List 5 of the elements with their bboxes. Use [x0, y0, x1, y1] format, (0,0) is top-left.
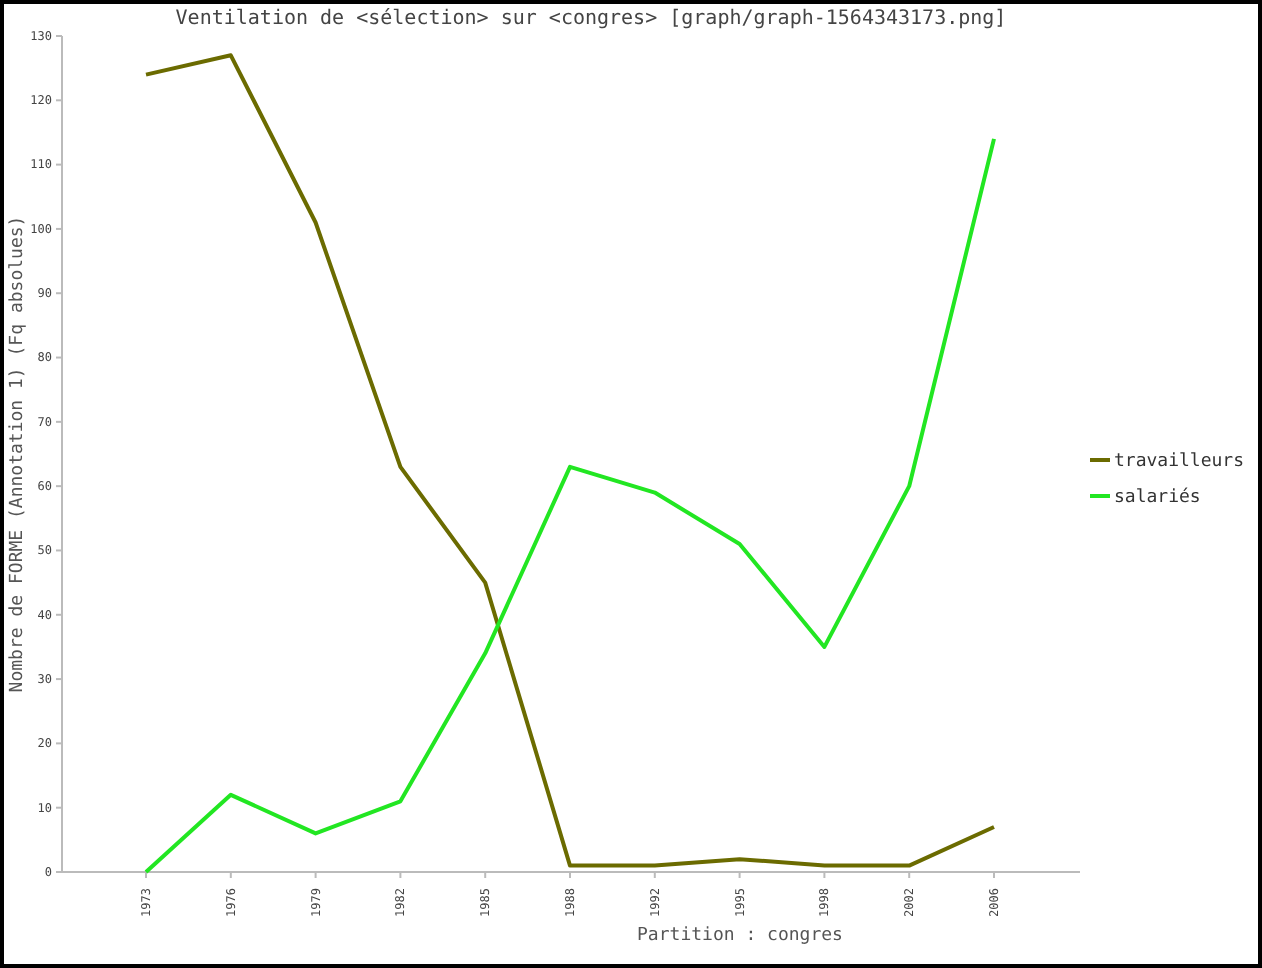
legend-label: salariés: [1114, 485, 1201, 508]
x-axis-title: Partition : congres: [637, 926, 843, 946]
y-axis-title: Nombre de FORME (Annotation 1) (Fq absolues): [8, 215, 28, 693]
chart-title: Ventilation de <sélection> sur <congres> [graph/graph-1564343173.png]: [175, 8, 1007, 30]
legend-label: travailleurs: [1114, 451, 1245, 472]
